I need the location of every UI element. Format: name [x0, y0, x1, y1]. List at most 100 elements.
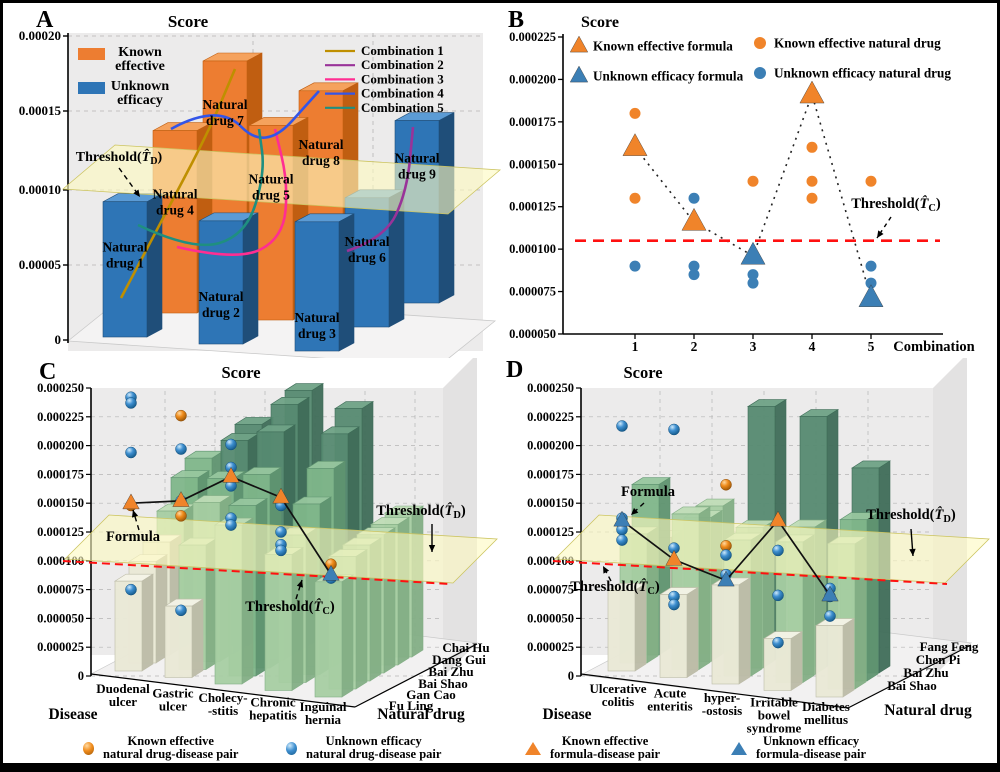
combination-curve — [137, 128, 265, 247]
y-tick-label: 0.000125 — [37, 525, 84, 539]
known-formula-point — [799, 80, 825, 104]
threshold-plane — [61, 144, 502, 215]
natural-drug-bar — [294, 213, 355, 352]
drug-label: Bai Shao — [887, 678, 937, 693]
y-tick-label: 0.000175 — [527, 467, 574, 481]
unknown-pair-sphere — [275, 544, 287, 557]
legend-label: Known effective formula — [593, 39, 733, 54]
sphere-icon — [286, 741, 297, 755]
legend-item: Unknown efficacy formula-disease pair — [731, 734, 911, 762]
bar-side — [842, 618, 855, 698]
legend-item-label: Unknown efficacy natural drug-disease pai… — [306, 734, 442, 762]
drug-label: Chen Pi — [916, 652, 961, 667]
known-drug-point — [629, 192, 641, 204]
drug-label: Dang Gui — [432, 652, 486, 667]
axis-title-combination: Combination — [893, 339, 974, 355]
bar-label: Natural drug 3 — [295, 310, 340, 341]
natural-drug-bar — [198, 212, 259, 345]
legend-swatch — [78, 82, 105, 94]
threshold-td-label: Threshold(T̂D) — [76, 148, 163, 167]
formula-dotted-line — [634, 92, 872, 299]
unknown-pair-sphere — [225, 519, 237, 531]
legend-triangle — [569, 65, 589, 83]
legend-item-label: Unknown efficacy formula-disease pair — [756, 734, 867, 762]
threshold-td-label: Threshold(T̂D) — [866, 506, 956, 525]
known-formula-point — [172, 491, 190, 507]
y-tick-label: 0.000250 — [37, 381, 84, 395]
legend-label: Unknown efficacy formula — [593, 69, 744, 84]
figure-legend: Known effective natural drug-disease pair… — [3, 734, 997, 763]
y-tick-label: 0.000150 — [37, 496, 84, 510]
grid-bar — [658, 587, 700, 679]
combination-curve — [119, 68, 237, 299]
unknown-formula-point — [821, 585, 839, 602]
bar-front — [294, 221, 340, 352]
formula-annotation: Formula — [106, 529, 161, 545]
y-tick-label: 0.00005 — [19, 257, 62, 272]
y-tick-label: 0.000200 — [527, 439, 574, 453]
y-tick-label: 0.000200 — [37, 439, 84, 453]
unknown-pair-sphere — [225, 438, 237, 451]
unknown-pair-sphere — [616, 534, 628, 546]
bar-front — [114, 580, 143, 672]
legend-label: Combination 1 — [361, 43, 444, 58]
grid-bar — [606, 582, 648, 672]
known-drug-point — [806, 192, 818, 204]
grid-bar — [163, 598, 205, 679]
panel-a-chart: 0 0.00005 0.00010 0.00015 0.00020 Score Natura… — [19, 12, 502, 358]
y-tick-label: 0.000175 — [509, 115, 556, 129]
unknown-drug-point — [629, 260, 641, 272]
disease-label: hyper--ostosis — [702, 690, 742, 718]
axis-title-score: Score — [168, 12, 209, 31]
panel-letter-a: A — [36, 7, 54, 33]
legend-item: Known effective natural drug-disease pair — [83, 734, 333, 762]
y-tick-label: 0.000075 — [509, 285, 556, 299]
bar-label: Natural drug 9 — [395, 151, 440, 182]
natural-drug-bar — [102, 193, 163, 338]
disease-label: Irritable bowel syndrome — [747, 695, 802, 736]
y-tick-label: 0.000225 — [37, 410, 84, 424]
panel-letter-c: C — [39, 359, 57, 385]
pair-spheres — [125, 391, 337, 617]
known-formula-point — [622, 133, 648, 156]
x-tick-label: 1 — [632, 339, 639, 354]
axis-title-score: Score — [581, 14, 619, 31]
unknown-pair-sphere — [668, 598, 680, 611]
known-formula-point — [681, 207, 707, 231]
threshold-arrow — [876, 216, 892, 239]
bar-side — [141, 573, 154, 672]
y-tick-label: 0 — [78, 669, 84, 683]
unknown-drug-point — [747, 277, 759, 289]
y-tick-label: 0.000250 — [527, 381, 574, 395]
legend-label: Unknown efficacy — [111, 79, 170, 108]
legend-label: Combination 3 — [361, 71, 444, 86]
legend-item: Known effective formula-disease pair — [525, 734, 695, 762]
threshold-td-arrow — [909, 528, 916, 557]
y-tick-label: 0.000050 — [509, 327, 556, 341]
unknown-drug-point — [688, 260, 700, 272]
disease-label: Chronic hepatitis — [249, 695, 297, 723]
y-tick-label: 0.000075 — [527, 583, 574, 597]
bar-side — [634, 582, 647, 672]
y-tick-label: 0.000050 — [527, 611, 574, 625]
threshold-line — [552, 560, 948, 585]
threshold-tc-arrow — [602, 565, 612, 582]
unknown-pair-sphere — [772, 544, 784, 557]
formula-arrow — [131, 509, 140, 531]
known-formula-point — [665, 549, 683, 566]
combination-curve — [170, 90, 320, 139]
bar-label: Natural drug 5 — [249, 171, 294, 202]
known-pair-sphere — [720, 479, 732, 491]
bar-label: Natural drug 6 — [345, 234, 390, 265]
triangle-icon — [525, 741, 541, 755]
panel-b-chart: 0.000050 0.000075 0.000100 0.000125 0.000150… — [509, 14, 975, 355]
disease-axis — [580, 673, 849, 709]
disease-label: Cholecy--stitis — [198, 690, 247, 718]
unknown-formula-point — [613, 510, 631, 527]
known-pair-sphere — [175, 510, 187, 522]
y-tick-label: 0.00015 — [19, 103, 62, 118]
disease-label: Ulcerative colitis — [589, 681, 646, 709]
drug-label: Chai Hu — [442, 640, 489, 655]
